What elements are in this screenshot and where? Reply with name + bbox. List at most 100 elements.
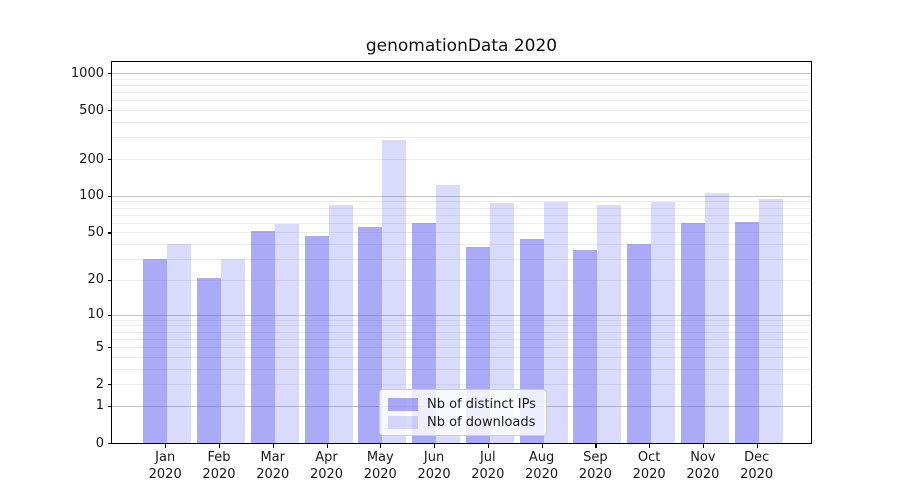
gridline-minor-500	[112, 110, 811, 112]
y-tick-label-5: 5	[95, 339, 104, 355]
legend-item-downloads: Nb of downloads	[388, 414, 538, 430]
x-tick-month-sep: Sep	[583, 450, 608, 465]
bar-downloads-apr	[328, 204, 353, 443]
x-tick-year-apr: 2020	[309, 467, 344, 482]
bar-ips-oct	[627, 244, 652, 443]
gridline-minor-8	[112, 325, 811, 327]
bar-ips-feb	[196, 277, 221, 443]
x-tick-month-may: May	[366, 450, 394, 465]
gridline-minor-200	[112, 159, 811, 161]
x-tick-month-mar: Mar	[260, 450, 285, 465]
x-tick-year-may: 2020	[363, 467, 397, 482]
x-tick-year-sep: 2020	[578, 467, 612, 482]
gridline-minor-30	[112, 259, 811, 261]
bar-ips-jan	[143, 259, 168, 443]
x-tick-label-mar: Mar 2020	[243, 449, 303, 483]
x-tick-label-aug: Aug 2020	[512, 449, 572, 483]
gridline-major-1000	[112, 73, 811, 75]
x-tick-label-sep: Sep 2020	[565, 449, 625, 483]
y-tick-mark-0	[108, 443, 112, 445]
gridline-major-100	[112, 195, 811, 197]
gridline-minor-800	[112, 85, 811, 86]
gridline-major-10	[112, 314, 811, 316]
x-tick-month-nov: Nov	[690, 450, 716, 465]
x-tick-label-apr: Apr 2020	[297, 449, 357, 483]
x-tick-mark-sep	[595, 443, 597, 448]
legend-label-distinct-ips: Nb of distinct IPs	[427, 396, 536, 412]
x-tick-label-jul: Jul 2020	[458, 449, 518, 483]
bar-ips-mar	[250, 231, 275, 443]
y-tick-mark-10	[108, 314, 112, 316]
x-tick-mark-dec	[756, 443, 758, 448]
x-tick-year-feb: 2020	[202, 467, 236, 482]
gridline-minor-300	[112, 137, 811, 139]
x-tick-label-may: May 2020	[350, 449, 410, 483]
gridline-minor-900	[112, 78, 811, 80]
gridline-minor-6	[112, 338, 811, 340]
x-tick-month-jan: Jan	[155, 450, 176, 465]
legend-swatch-downloads	[388, 415, 418, 429]
x-tick-month-jun: Jun	[423, 450, 445, 465]
gridline-minor-4	[112, 356, 811, 358]
y-tick-label-500: 500	[79, 102, 104, 118]
x-tick-month-oct: Oct	[637, 450, 661, 465]
x-tick-month-apr: Apr	[315, 450, 338, 465]
x-tick-year-nov: 2020	[686, 467, 720, 482]
x-tick-year-jun: 2020	[417, 467, 451, 482]
x-tick-year-aug: 2020	[525, 467, 559, 482]
bar-downloads-dec	[758, 199, 783, 443]
x-tick-mark-aug	[541, 443, 543, 448]
x-tick-mark-jun	[434, 443, 436, 448]
y-tick-label-1: 1	[95, 398, 104, 414]
gridline-minor-70	[112, 214, 811, 216]
y-tick-mark-200	[108, 159, 112, 161]
gridline-minor-9	[112, 319, 811, 321]
y-tick-label-0: 0	[95, 435, 104, 451]
gridline-minor-7	[112, 331, 811, 333]
y-tick-label-20: 20	[87, 272, 104, 288]
x-tick-mark-may	[380, 443, 382, 448]
legend-label-downloads: Nb of downloads	[427, 414, 536, 430]
y-tick-mark-1000	[108, 73, 112, 75]
legend-swatch-distinct-ips	[388, 397, 418, 411]
plot-area	[111, 61, 812, 444]
y-tick-label-50: 50	[87, 224, 104, 240]
x-tick-month-dec: Dec	[744, 450, 770, 465]
gridline-minor-90	[112, 201, 811, 203]
x-tick-label-dec: Dec 2020	[727, 449, 787, 483]
gridline-minor-20	[112, 279, 811, 281]
x-tick-year-jan: 2020	[148, 467, 182, 482]
x-tick-year-oct: 2020	[632, 467, 666, 482]
bar-ips-nov	[680, 222, 705, 443]
x-tick-year-dec: 2020	[740, 467, 774, 482]
gridline-minor-700	[112, 92, 811, 94]
x-tick-label-feb: Feb 2020	[189, 449, 249, 483]
x-tick-label-nov: Nov 2020	[673, 449, 733, 483]
bar-ips-sep	[573, 249, 598, 443]
x-tick-label-jun: Jun 2020	[404, 449, 464, 483]
gridline-minor-5	[112, 347, 811, 349]
x-tick-mark-apr	[326, 443, 328, 448]
x-tick-year-jul: 2020	[471, 467, 505, 482]
x-tick-mark-oct	[649, 443, 651, 448]
bar-downloads-oct	[651, 202, 676, 443]
bar-ips-may	[358, 227, 383, 443]
gridline-minor-400	[112, 122, 811, 124]
y-tick-mark-5	[108, 347, 112, 349]
bar-downloads-jan	[167, 244, 192, 443]
gridline-minor-600	[112, 100, 811, 102]
x-tick-mark-feb	[218, 443, 221, 448]
gridline-minor-50	[112, 232, 811, 234]
gridline-minor-40	[112, 244, 811, 246]
y-tick-mark-50	[108, 232, 112, 234]
y-tick-mark-100	[108, 195, 112, 198]
legend-item-distinct-ips: Nb of distinct IPs	[388, 396, 538, 412]
y-tick-label-100: 100	[79, 188, 104, 204]
y-tick-label-1000: 1000	[70, 65, 104, 81]
x-tick-mark-nov	[702, 443, 705, 448]
x-tick-mark-jan	[165, 443, 167, 448]
bar-downloads-feb	[220, 259, 245, 443]
y-tick-label-10: 10	[87, 307, 104, 323]
y-tick-label-200: 200	[79, 151, 104, 167]
